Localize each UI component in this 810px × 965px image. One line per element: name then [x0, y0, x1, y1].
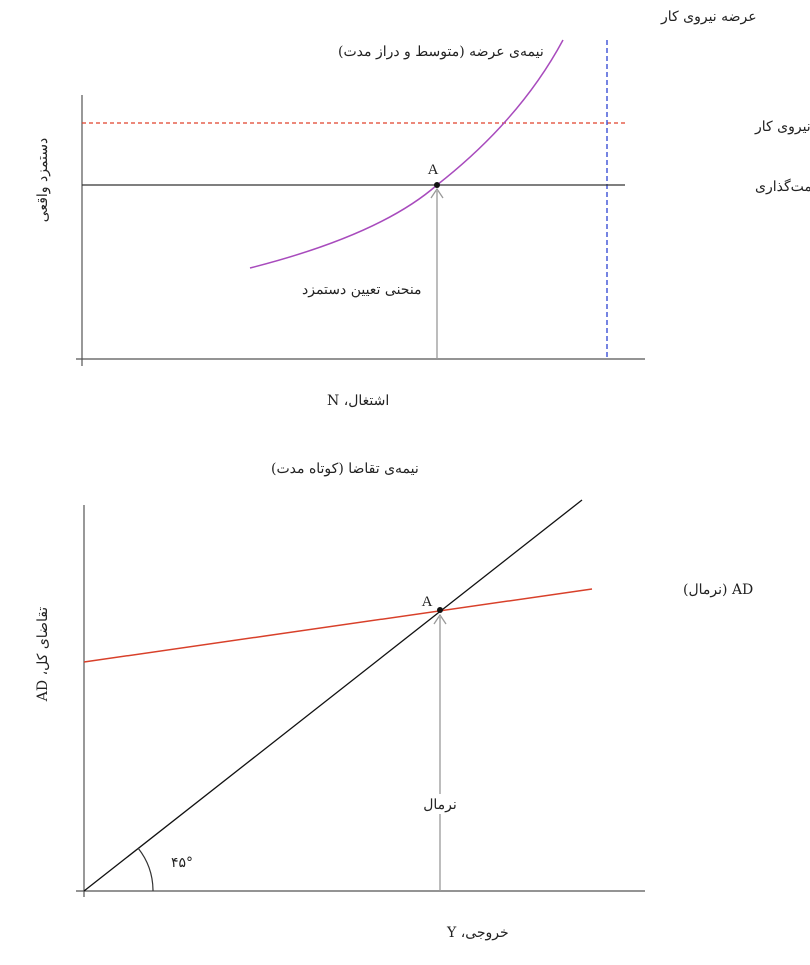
- bottom-panel: ۴۵° نرمال A نیمه‌ی تقاضا (کوتاه مدت) AD …: [35, 461, 753, 941]
- ad-label: AD (نرمال): [683, 582, 753, 598]
- top-point-a-label: A: [428, 162, 439, 178]
- top-y-axis-label: دستمزد واقعی: [35, 138, 51, 222]
- top-arrow-head: [430, 187, 444, 199]
- bottom-panel-title: نیمه‌ی تقاضا (کوتاه مدت): [271, 461, 419, 477]
- bottom-point-a-label: A: [422, 594, 433, 610]
- diagonal-45-line: [83, 499, 583, 892]
- bottom-arrow-head: [433, 613, 447, 625]
- normal-label: نرمال: [423, 797, 457, 813]
- normal-label-backing: [418, 794, 462, 814]
- top-panel: A نیمه‌ی عرضه (متوسط و دراز مدت) عرضه نی…: [35, 9, 810, 409]
- labor-supply-label: عرضه نیروی کار: [660, 9, 757, 25]
- bottom-x-axis-label: خروجی، Y: [446, 925, 509, 941]
- productivity-label: بهره‌وری نیروی کار: [754, 119, 810, 135]
- bottom-y-axis-label: تقاضای کل، AD: [35, 607, 51, 702]
- angle-label: ۴۵°: [171, 855, 193, 871]
- angle-arc: [137, 847, 154, 892]
- bottom-point-a: [437, 607, 443, 613]
- wage-setting-curve: [249, 39, 564, 269]
- price-setting-label: منحنی قیمت‌گذاری: [755, 178, 810, 195]
- wage-setting-label: منحنی تعیین دستمزد: [302, 282, 422, 298]
- ad-curve: [83, 588, 593, 663]
- top-point-a: [434, 182, 440, 188]
- top-x-axis-label: اشتغال، N: [327, 393, 389, 409]
- top-panel-title: نیمه‌ی عرضه (متوسط و دراز مدت): [338, 44, 544, 60]
